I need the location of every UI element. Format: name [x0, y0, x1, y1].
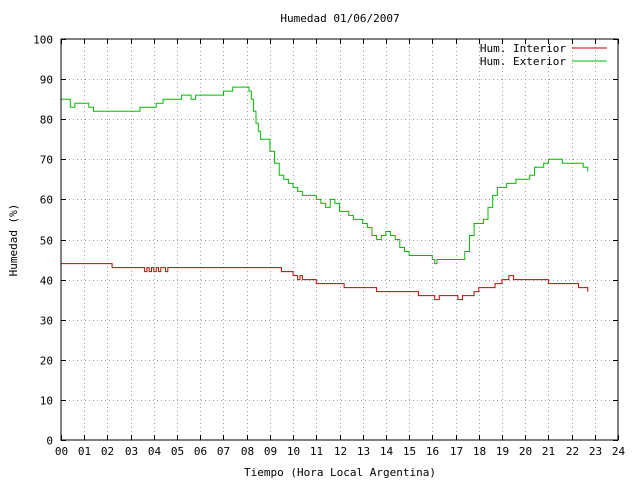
grid — [61, 39, 618, 440]
series-layer — [61, 86, 589, 301]
y-tick-label: 90 — [40, 74, 53, 87]
y-tick-label: 50 — [40, 235, 53, 248]
chart-title: Humedad 01/06/2007 — [280, 12, 399, 25]
x-tick-label: 01 — [78, 445, 91, 458]
x-tick-label: 20 — [519, 445, 532, 458]
x-tick-label: 04 — [148, 445, 162, 458]
x-tick-label: 03 — [125, 445, 138, 458]
x-tick-label: 06 — [194, 445, 207, 458]
legend-label: Hum. Exterior — [480, 55, 566, 68]
axis-ticks: 00 01 02 03 04 05 06 07 08 09 10 11 12 13 14 15 16 17 18 19… — [33, 34, 625, 459]
series-line-exterior — [61, 86, 589, 265]
x-tick-label: 15 — [403, 445, 416, 458]
y-tick-label: 100 — [33, 34, 53, 47]
x-axis-label: Tiempo (Hora Local Argentina) — [244, 466, 436, 479]
y-tick-label: 0 — [46, 435, 53, 448]
x-tick-label: 09 — [264, 445, 277, 458]
x-tick-label: 19 — [496, 445, 509, 458]
y-tick-label: 60 — [40, 194, 53, 207]
y-tick-label: 30 — [40, 315, 53, 328]
legend-label: Hum. Interior — [480, 42, 566, 55]
x-tick-label: 12 — [334, 445, 347, 458]
x-tick-label: 23 — [589, 445, 602, 458]
series-line-interior — [61, 263, 589, 301]
x-tick-label: 05 — [171, 445, 184, 458]
x-tick-label: 00 — [55, 445, 68, 458]
x-tick-label: 14 — [380, 445, 394, 458]
x-tick-label: 17 — [450, 445, 463, 458]
x-tick-label: 11 — [310, 445, 323, 458]
x-tick-label: 18 — [473, 445, 486, 458]
plot-frame — [60, 38, 619, 441]
y-tick-label: 70 — [40, 154, 53, 167]
x-tick-label: 21 — [542, 445, 555, 458]
x-tick-label: 22 — [566, 445, 579, 458]
y-tick-label: 10 — [40, 395, 53, 408]
x-tick-label: 24 — [612, 445, 626, 458]
x-tick-label: 16 — [426, 445, 439, 458]
y-tick-label: 40 — [40, 275, 53, 288]
x-tick-label: 13 — [357, 445, 370, 458]
y-tick-label: 20 — [40, 355, 53, 368]
x-tick-label: 08 — [241, 445, 254, 458]
y-tick-label: 80 — [40, 114, 53, 127]
y-axis-label: Humedad (%) — [7, 204, 20, 277]
x-tick-label: 10 — [287, 445, 300, 458]
x-tick-label: 02 — [101, 445, 114, 458]
x-tick-label: 07 — [217, 445, 230, 458]
